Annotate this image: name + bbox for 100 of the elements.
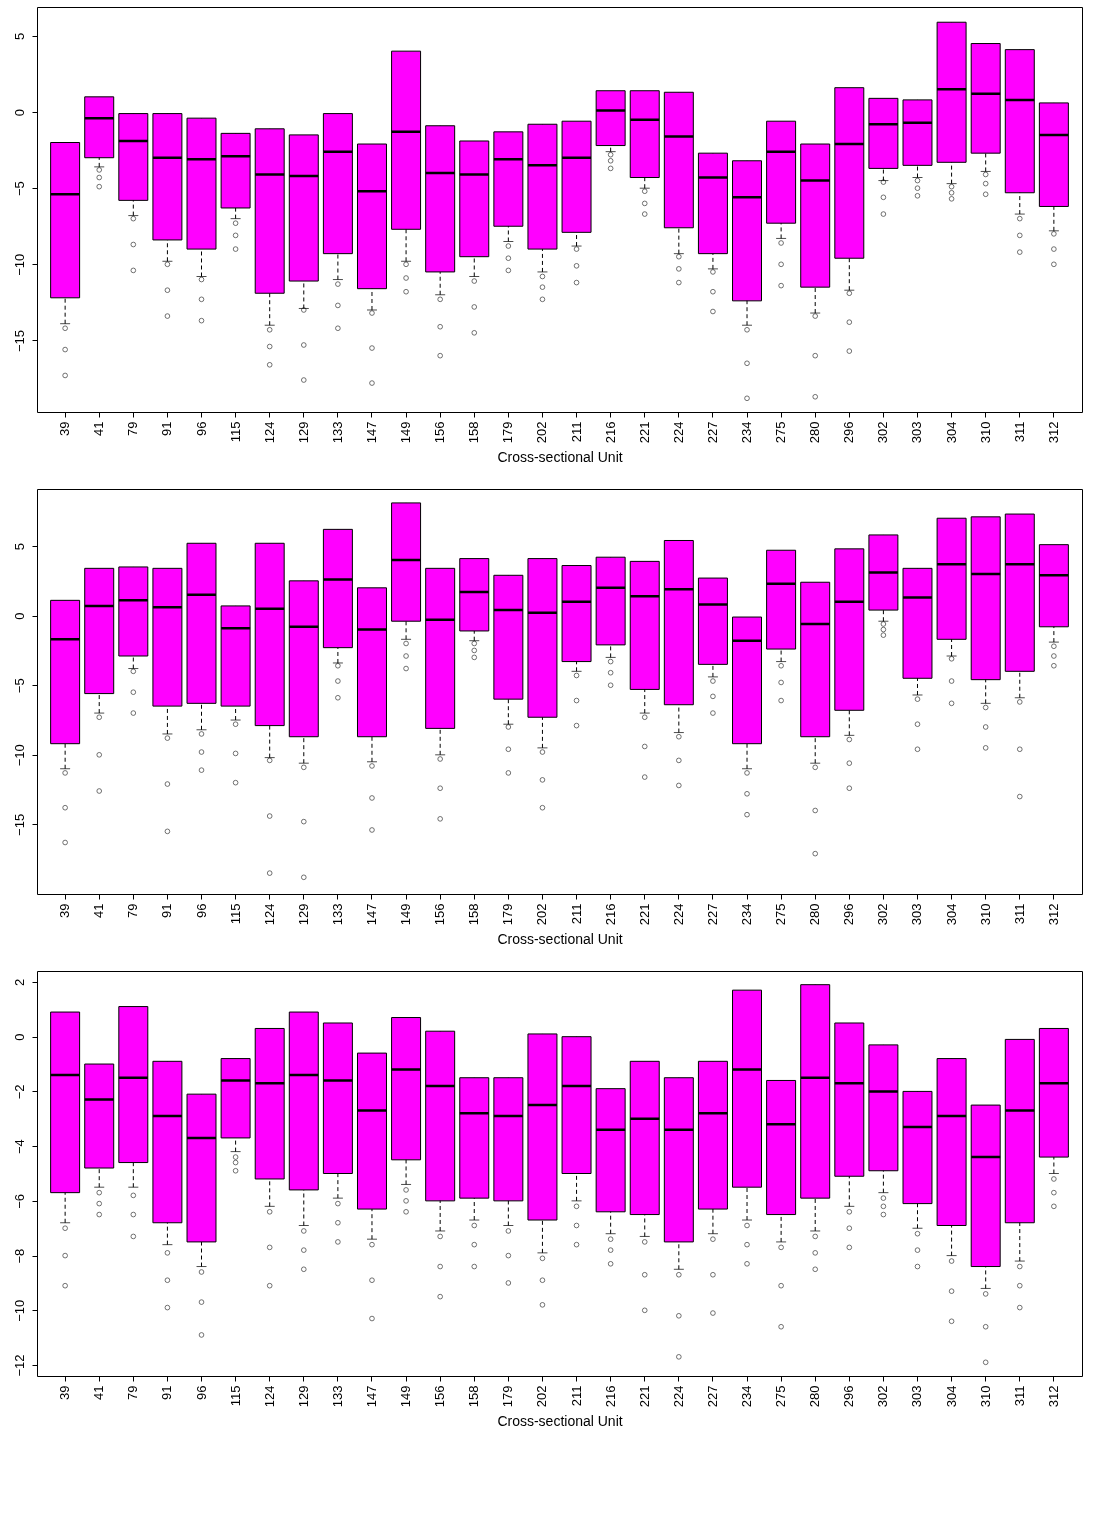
y-tick-label: −15 [11, 329, 27, 352]
x-tick-label: 312 [1045, 903, 1061, 926]
x-tick-label: 147 [363, 1385, 379, 1408]
y-tick-label: −8 [11, 1248, 27, 1264]
y-tick-label: −2 [11, 1084, 27, 1100]
x-tick-label: 39 [57, 903, 73, 918]
x-tick-label: 227 [704, 903, 720, 926]
x-tick-label: 79 [125, 903, 141, 918]
x-tick-label: 221 [636, 421, 652, 444]
y-tick-label: −15 [11, 813, 27, 836]
x-tick-label: 310 [977, 903, 993, 926]
y-tick-label: 0 [11, 612, 27, 620]
y-tick-label: 2 [11, 978, 27, 987]
x-tick-label: 96 [193, 1385, 209, 1400]
x-tick-label: 133 [329, 1385, 345, 1408]
x-tick-label: 211 [568, 903, 584, 925]
x-tick-label: 129 [295, 421, 311, 444]
y-tick-label: −4 [11, 1139, 27, 1155]
x-tick-label: 202 [534, 1385, 550, 1408]
x-tick-label: 216 [602, 1385, 618, 1408]
x-tick-label: 179 [500, 421, 516, 444]
x-tick-label: 224 [670, 903, 686, 926]
x-tick-label: 280 [807, 1385, 823, 1408]
x-tick-label: 304 [943, 421, 959, 444]
x-tick-label: 202 [534, 421, 550, 444]
x-tick-label: 124 [261, 421, 277, 444]
x-tick-label: 79 [125, 421, 141, 436]
y-tick-label: −10 [11, 744, 27, 767]
x-tick-label: 227 [704, 421, 720, 444]
x-tick-label: 302 [875, 903, 891, 926]
x-tick-label: 96 [193, 421, 209, 436]
x-tick-label: 311 [1011, 1385, 1027, 1407]
x-tick-label: 91 [159, 421, 175, 436]
y-tick-label: 5 [11, 542, 27, 551]
x-tick-label: 311 [1011, 903, 1027, 925]
x-tick-label: 304 [943, 903, 959, 926]
x-tick-label: 211 [568, 421, 584, 443]
x-tick-label: 221 [636, 903, 652, 926]
x-tick-label: 310 [977, 1385, 993, 1408]
x-tick-label: 115 [227, 903, 243, 925]
x-tick-label: 124 [261, 903, 277, 926]
x-tick-label: 296 [841, 903, 857, 926]
y-tick-label: −10 [11, 253, 27, 276]
x-tick-label: 302 [875, 421, 891, 444]
x-tick-label: 115 [227, 1385, 243, 1407]
x-tick-label: 234 [739, 903, 755, 926]
x-tick-label: 158 [466, 421, 482, 444]
x-tick-label: 179 [500, 1385, 516, 1408]
x-tick-label: 224 [670, 421, 686, 444]
x-tick-label: 202 [534, 903, 550, 926]
x-tick-label: 310 [977, 421, 993, 444]
x-tick-label: 221 [636, 1385, 652, 1408]
x-tick-label: 41 [91, 1385, 107, 1400]
x-tick-label: 91 [159, 903, 175, 918]
x-tick-label: 129 [295, 903, 311, 926]
x-tick-label: 311 [1011, 421, 1027, 443]
x-tick-label: 147 [363, 903, 379, 926]
x-tick-label: 280 [807, 903, 823, 926]
x-tick-label: 303 [909, 1385, 925, 1408]
x-tick-label: 39 [57, 1385, 73, 1400]
x-tick-label: 158 [466, 903, 482, 926]
x-tick-label: 156 [432, 903, 448, 926]
x-axis-title: Cross-sectional Unit [497, 449, 623, 466]
x-tick-label: 129 [295, 1385, 311, 1408]
y-tick-label: −6 [11, 1193, 27, 1209]
x-tick-label: 302 [875, 1385, 891, 1408]
x-tick-label: 133 [329, 421, 345, 444]
y-tick-label: 0 [11, 1033, 27, 1041]
x-tick-label: 296 [841, 1385, 857, 1408]
x-tick-label: 79 [125, 1385, 141, 1400]
x-tick-label: 280 [807, 421, 823, 444]
x-axis-title: Cross-sectional Unit [497, 1413, 623, 1430]
y-tick-label: 0 [11, 108, 27, 117]
x-tick-label: 275 [773, 1385, 789, 1408]
x-tick-label: 275 [773, 903, 789, 926]
x-tick-label: 179 [500, 903, 516, 926]
x-tick-label: 312 [1045, 421, 1061, 444]
x-tick-label: 224 [670, 1385, 686, 1408]
x-tick-label: 234 [739, 1385, 755, 1408]
x-tick-label: 303 [909, 903, 925, 926]
x-tick-label: 149 [398, 1385, 414, 1408]
y-tick-label: 5 [11, 32, 27, 41]
x-tick-label: 39 [57, 421, 73, 436]
x-tick-label: 41 [91, 903, 107, 918]
x-tick-label: 296 [841, 421, 857, 444]
x-tick-label: 227 [704, 1385, 720, 1408]
x-axis-title: Cross-sectional Unit [497, 931, 623, 948]
x-tick-label: 216 [602, 421, 618, 444]
x-tick-label: 216 [602, 903, 618, 926]
x-tick-label: 158 [466, 1385, 482, 1408]
x-tick-label: 303 [909, 421, 925, 444]
y-tick-label: −5 [11, 678, 27, 694]
x-tick-label: 41 [91, 421, 107, 436]
x-tick-label: 211 [568, 1385, 584, 1407]
x-tick-label: 149 [398, 421, 414, 444]
x-tick-label: 156 [432, 1385, 448, 1408]
x-tick-label: 312 [1045, 1385, 1061, 1408]
x-tick-label: 133 [329, 903, 345, 926]
x-tick-label: 234 [739, 421, 755, 444]
x-tick-label: 115 [227, 421, 243, 443]
